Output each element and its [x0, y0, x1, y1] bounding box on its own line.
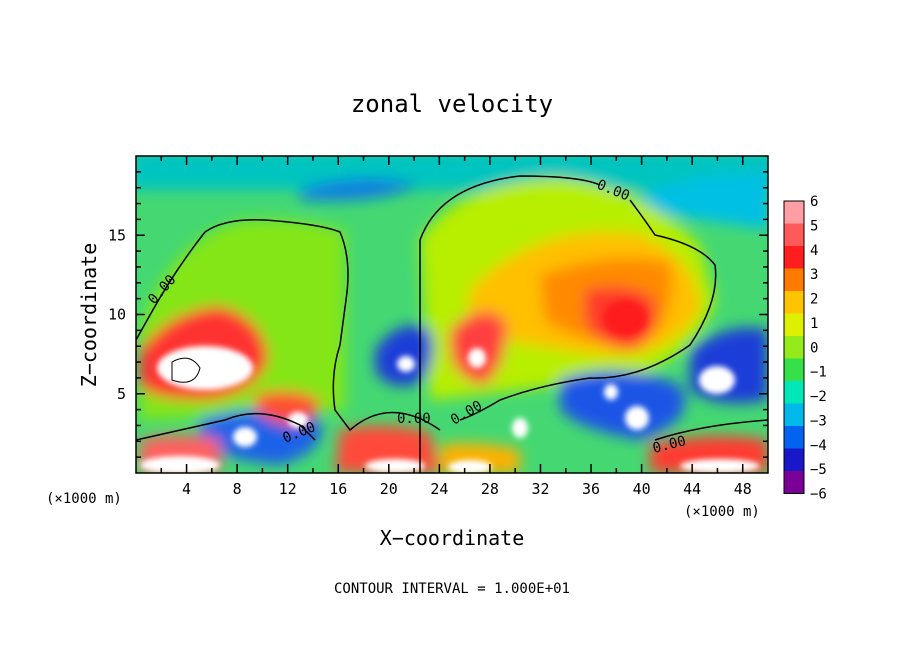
colorbar-swatch — [784, 313, 804, 336]
y-tick-label: 5 — [117, 385, 126, 403]
colorbar-label: −1 — [810, 365, 827, 381]
heatmap-field: 0.00 0.00 0.00 0.00 0.00 0.00 — [136, 156, 768, 473]
colorbar-swatch — [784, 336, 804, 359]
x-unit-right: (×1000 m) — [684, 504, 760, 520]
contour-label: 0.00 — [397, 411, 431, 427]
colorbar-label: −6 — [810, 487, 827, 503]
colorbar-label: −4 — [810, 438, 827, 454]
colorbar-label: 2 — [810, 292, 818, 308]
y-axis-label: Z−coordinate — [77, 243, 101, 388]
colorbar-swatch — [784, 471, 804, 494]
y-axis-tick-labels: 5 10 15 — [108, 226, 126, 403]
colorbar-label: 3 — [810, 267, 818, 283]
colorbar-swatch — [784, 291, 804, 314]
contour-labels: 0.00 0.00 0.00 0.00 0.00 0.00 — [145, 177, 688, 457]
colorbar-swatch — [784, 426, 804, 449]
x-tick-label: 12 — [279, 480, 297, 498]
colorbar-swatch — [784, 403, 804, 426]
x-tick-label: 40 — [633, 480, 651, 498]
colorbar-label: 1 — [810, 316, 818, 332]
x-tick-label: 24 — [430, 480, 448, 498]
colorbar-swatch — [784, 268, 804, 291]
colorbar: 6 5 4 3 2 1 0 −1 −2 −3 −4 −5 −6 — [783, 194, 827, 503]
x-unit-left: (×1000 m) — [46, 491, 122, 507]
x-tick-label: 32 — [531, 480, 549, 498]
x-tick-label: 8 — [233, 480, 242, 498]
colorbar-label: 6 — [810, 194, 818, 210]
chart-title: zonal velocity — [351, 90, 553, 118]
colorbar-swatch — [784, 358, 804, 381]
contour-label: 0.00 — [651, 433, 688, 457]
x-tick-label: 28 — [481, 480, 499, 498]
colorbar-label: −5 — [810, 462, 827, 478]
colorbar-label: 0 — [810, 340, 818, 356]
axis-ticks — [136, 156, 768, 473]
colorbar-swatch — [784, 381, 804, 404]
y-tick-label: 10 — [108, 306, 126, 324]
colorbar-swatch — [784, 448, 804, 471]
x-tick-label: 16 — [329, 480, 347, 498]
colorbar-label: 5 — [810, 218, 818, 234]
colorbar-swatch — [784, 201, 804, 224]
colorbar-swatch — [784, 223, 804, 246]
x-tick-label: 20 — [380, 480, 398, 498]
x-tick-label: 44 — [683, 480, 701, 498]
x-tick-label: 4 — [182, 480, 191, 498]
contour-interval-note: CONTOUR INTERVAL = 1.000E+01 — [334, 581, 570, 597]
colorbar-label: −3 — [810, 413, 827, 429]
zero-contours — [136, 175, 768, 473]
colorbar-label: 4 — [810, 243, 818, 259]
colorbar-swatch — [784, 246, 804, 269]
y-tick-label: 15 — [108, 226, 126, 244]
x-tick-label: 36 — [582, 480, 600, 498]
x-axis-tick-labels: 4 8 12 16 20 24 28 32 36 40 44 48 — [182, 480, 752, 498]
colorbar-frame — [783, 200, 805, 494]
colorbar-label: −2 — [810, 389, 827, 405]
x-axis-label: X−coordinate — [380, 526, 525, 550]
x-tick-label: 48 — [734, 480, 752, 498]
